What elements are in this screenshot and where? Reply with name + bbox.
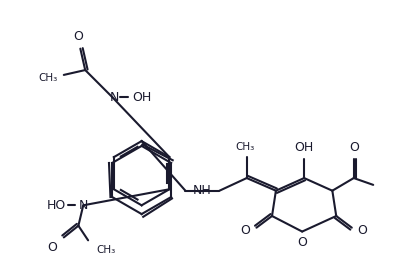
Text: O: O — [73, 30, 83, 43]
Text: HO: HO — [47, 199, 66, 212]
Text: O: O — [349, 141, 358, 154]
Text: O: O — [358, 224, 367, 237]
Text: CH₃: CH₃ — [235, 142, 254, 152]
Text: N: N — [110, 91, 119, 104]
Text: O: O — [297, 237, 307, 249]
Text: CH₃: CH₃ — [39, 73, 58, 83]
Text: NH: NH — [193, 184, 212, 197]
Text: O: O — [241, 224, 251, 237]
Text: OH: OH — [294, 141, 314, 154]
Text: OH: OH — [132, 91, 151, 104]
Text: N: N — [79, 199, 88, 212]
Text: O: O — [47, 241, 57, 254]
Text: CH₃: CH₃ — [96, 245, 115, 255]
